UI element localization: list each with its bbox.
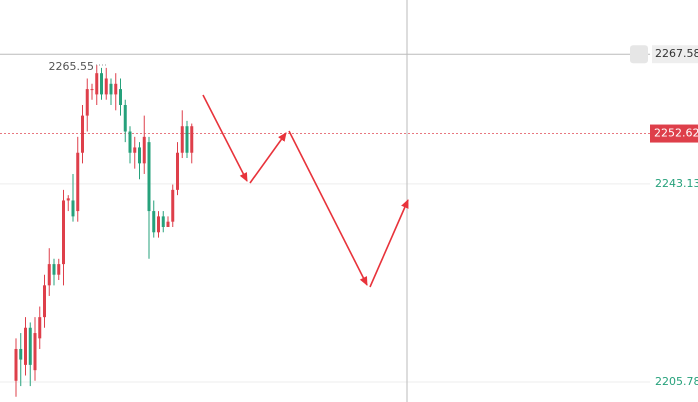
candle-body	[19, 348, 23, 360]
candle-body	[95, 73, 99, 95]
crosshair-label-bg	[652, 45, 698, 64]
candle-body	[128, 131, 132, 153]
drawn-arrows	[202, 94, 409, 288]
candles	[14, 64, 194, 397]
candle-body	[57, 264, 61, 275]
candle-body	[81, 115, 84, 153]
candle-body	[85, 89, 89, 116]
candle-body	[171, 189, 175, 222]
grid	[0, 53, 650, 383]
candle-body	[185, 126, 189, 153]
candle-body	[176, 152, 179, 190]
candle-body	[76, 152, 80, 212]
candle-body	[71, 200, 75, 217]
candle-body	[142, 136, 146, 164]
candle-body	[66, 198, 70, 201]
last-price-label: 2252.62	[654, 127, 698, 140]
candle-body	[138, 147, 141, 164]
candle-body	[109, 83, 113, 95]
arrow	[288, 130, 368, 286]
arrow	[249, 132, 287, 184]
candle-body	[38, 317, 42, 339]
candle-body	[133, 147, 137, 153]
candle-body	[104, 78, 108, 95]
candle-body	[14, 348, 18, 381]
last-price-bg	[650, 124, 698, 143]
candle-body	[62, 200, 65, 265]
candle-body	[33, 333, 37, 371]
candle-body	[90, 89, 94, 91]
price-labels: 2265.55 2267.58 2252.62 2243.13 2205.78	[49, 45, 698, 388]
candle-body	[47, 264, 51, 286]
candle-body	[52, 264, 56, 275]
y-tick-label: 2205.78	[655, 375, 698, 388]
candle-body	[28, 327, 32, 365]
candle-body	[114, 83, 118, 95]
y-tick-label: 2243.13	[655, 177, 698, 190]
candle-body	[157, 216, 160, 233]
candle-body	[119, 89, 122, 106]
high-label: 2265.55	[49, 60, 95, 73]
candle-body	[24, 327, 27, 365]
candle-body	[166, 221, 170, 227]
candle-body	[123, 105, 127, 132]
candle-body	[190, 126, 194, 153]
crosshair-label: 2267.58	[655, 47, 698, 60]
candle-body	[180, 126, 184, 153]
candle-body	[161, 216, 165, 227]
arrow	[369, 199, 409, 288]
candle-body	[152, 211, 156, 233]
arrow	[202, 94, 248, 182]
candle-body	[100, 73, 103, 95]
candle-body	[147, 142, 151, 212]
candle-body	[43, 285, 46, 318]
bell-icon	[630, 45, 648, 64]
